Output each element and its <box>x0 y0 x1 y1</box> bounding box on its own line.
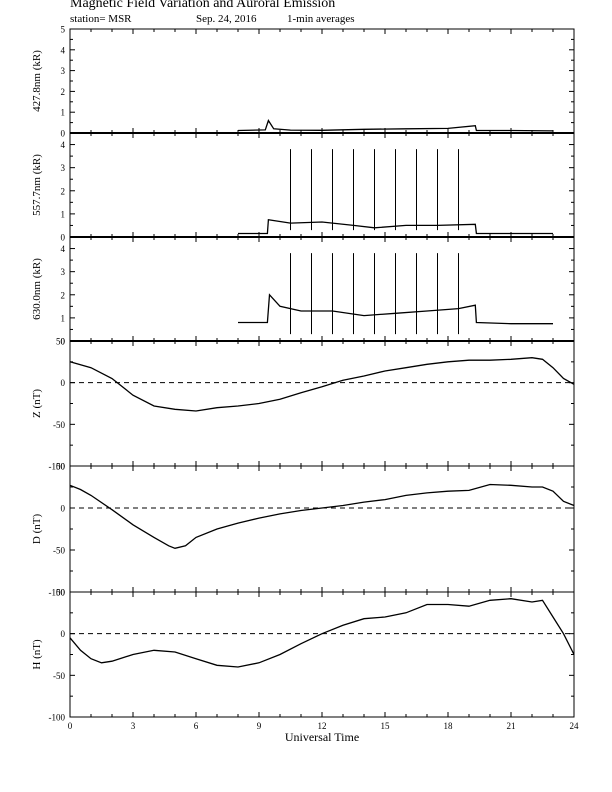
x-axis-label: Universal Time <box>285 730 359 744</box>
x-tick-label: 24 <box>570 721 580 731</box>
y-tick-label: -100 <box>49 713 66 723</box>
y-tick-label: 2 <box>61 87 66 97</box>
y-tick-label: 0 <box>61 233 66 243</box>
series-line <box>238 293 553 325</box>
y-axis-label: D (nT) <box>31 514 43 545</box>
y-tick-label: 3 <box>61 163 66 173</box>
y-tick-label: -100 <box>49 462 66 472</box>
y-tick-label: 50 <box>56 337 66 347</box>
y-tick-label: -50 <box>53 546 65 556</box>
y-tick-label: 0 <box>61 337 66 347</box>
panel-2: 0 1 2 3 4 557.7nm (kR) <box>31 132 575 243</box>
y-tick-label: 4 <box>61 244 66 254</box>
y-tick-label: 2 <box>61 290 66 300</box>
y-axis-label: H (nT) <box>31 639 43 670</box>
chart-title: Magnetic Field Variation and Auroral Emi… <box>70 0 336 11</box>
x-tick-label: 15 <box>381 721 391 731</box>
y-tick-label: -100 <box>49 588 66 598</box>
x-tick-label: 21 <box>507 721 516 731</box>
date-label: Sep. 24, 2016 <box>196 13 257 25</box>
y-tick-label: -50 <box>53 671 65 681</box>
y-tick-label: -50 <box>53 420 65 430</box>
averaging-label: 1-min averages <box>287 13 355 25</box>
panel-6: -100 -50 0 50 H (nT) <box>31 588 575 723</box>
y-tick-label: 1 <box>61 313 66 323</box>
panel-3: 0 1 2 3 4 630.0nm (kR) <box>31 236 575 347</box>
y-tick-label: 2 <box>61 186 66 196</box>
panel-frame <box>69 591 575 718</box>
y-tick-label: 5 <box>61 25 66 35</box>
series-line <box>69 483 575 549</box>
x-tick-label: 18 <box>444 721 454 731</box>
series-line <box>69 357 575 412</box>
x-tick-label: 0 <box>68 721 73 731</box>
y-tick-label: 1 <box>61 209 66 219</box>
y-tick-label: 50 <box>56 588 66 598</box>
y-tick-label: 0 <box>61 629 66 639</box>
y-tick-label: 50 <box>56 462 66 472</box>
x-tick-label: 6 <box>194 721 199 731</box>
y-tick-label: 4 <box>61 45 66 55</box>
y-axis-label: 557.7nm (kR) <box>31 154 43 216</box>
y-tick-label: 1 <box>61 108 66 118</box>
panel-5: -100 -50 0 50 D (nT) <box>31 462 575 598</box>
y-tick-label: 0 <box>61 378 66 388</box>
x-tick-label: 9 <box>257 721 262 731</box>
panel-frame <box>69 28 575 134</box>
panel-frame <box>69 236 575 342</box>
y-tick-label: 4 <box>61 140 66 150</box>
x-tick-label: 3 <box>131 721 136 731</box>
y-axis-label: Z (nT) <box>31 389 43 418</box>
y-tick-label: 0 <box>61 129 66 139</box>
y-tick-label: 3 <box>61 66 66 76</box>
y-tick-label: 3 <box>61 267 66 277</box>
panel-1: 0 1 2 3 4 5 427.8nm (kR) <box>31 25 575 139</box>
y-axis-label: 427.8nm (kR) <box>31 50 43 112</box>
station-label: station= MSR <box>70 13 132 25</box>
y-tick-label: 0 <box>61 504 66 514</box>
series-line <box>69 598 575 668</box>
series-line <box>238 218 553 235</box>
series-line <box>237 118 554 132</box>
y-axis-label: 630.0nm (kR) <box>31 258 43 320</box>
x-tick-label: 12 <box>318 721 327 731</box>
